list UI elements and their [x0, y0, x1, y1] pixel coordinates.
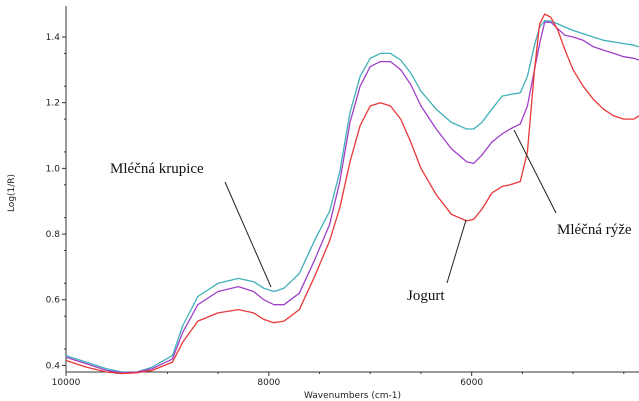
- series-line-0: [66, 21, 639, 372]
- x-tick-label: 8000: [257, 378, 280, 388]
- x-tick-label: 6000: [460, 378, 483, 388]
- annotation-layer: Mléčná krupice Mléčná rýže Jogurt: [110, 130, 632, 304]
- series-line-2: [66, 14, 639, 374]
- y-tick-label: 0.6: [46, 296, 61, 306]
- x-tick-label: 10000: [52, 378, 81, 388]
- annotation-leader-line: [447, 220, 466, 283]
- y-tick-label: 0.4: [46, 361, 61, 371]
- y-tick-label: 1.0: [46, 164, 61, 174]
- series-layer: [66, 14, 639, 374]
- x-axis-title: Wavenumbers (cm-1): [304, 391, 401, 401]
- y-tick-label: 1.4: [46, 33, 61, 43]
- annotation-leader-line: [225, 182, 271, 287]
- annotation-label: Mléčná krupice: [110, 161, 204, 177]
- annotation-label: Mléčná rýže: [557, 222, 632, 238]
- annotation-leader-line: [514, 130, 556, 213]
- y-tick-label: 1.2: [46, 99, 60, 109]
- y-axis-title: Log(1/R): [7, 174, 17, 212]
- y-tick-label: 0.8: [46, 230, 61, 240]
- series-line-1: [66, 22, 639, 373]
- annotation-label: Jogurt: [407, 288, 445, 304]
